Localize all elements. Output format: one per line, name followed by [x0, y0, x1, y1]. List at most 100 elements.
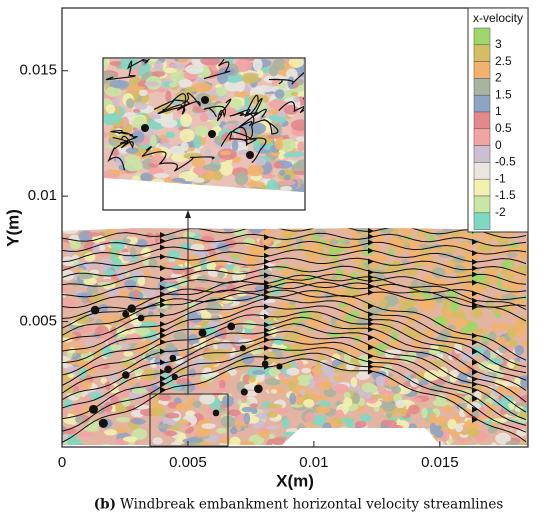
inset-blob: [126, 86, 145, 91]
contour-blob: [304, 412, 315, 423]
inset-blob: [125, 123, 133, 134]
vortex-dot: [141, 124, 149, 132]
inset-streamline: [229, 94, 263, 117]
contour-blob: [328, 247, 344, 253]
y-tick-label: 0.015: [19, 62, 57, 79]
contour-blob: [408, 423, 418, 433]
contour-blob: [227, 409, 241, 417]
contour-blob: [243, 412, 251, 425]
contour-blob: [78, 432, 94, 438]
contour-blob: [311, 235, 321, 241]
contour-blob: [217, 270, 225, 279]
vortex-dot: [239, 345, 247, 352]
inset-blob: [193, 136, 202, 149]
contour-blob: [247, 259, 257, 270]
contour-blob: [322, 422, 332, 433]
contour-blob: [199, 393, 215, 405]
vortex-dot: [198, 329, 207, 337]
inset-blob: [287, 76, 296, 90]
contour-blob: [464, 419, 480, 431]
vortex-dot: [208, 130, 216, 138]
contour-blob: [484, 245, 494, 252]
contour-blob: [379, 228, 394, 234]
inset-blob: [268, 99, 288, 110]
contour-blob: [330, 316, 340, 327]
inset-blob: [169, 145, 185, 155]
inset-blob: [109, 79, 130, 89]
legend-label: 1: [495, 104, 502, 118]
contour-blob: [306, 228, 315, 239]
contour-blob: [441, 299, 449, 305]
streamline: [62, 228, 527, 242]
streamline: [62, 240, 527, 263]
contour-blob: [247, 268, 260, 281]
legend-label: -1: [495, 171, 506, 185]
inset-blob: [268, 64, 279, 77]
contour-blob: [254, 285, 265, 294]
contour-blob: [440, 240, 448, 250]
caption-text: Windbreak embankment horizontal velocity…: [120, 497, 503, 513]
contour-blob: [520, 394, 528, 404]
contour-blob: [123, 351, 134, 357]
streamline-arrow: [472, 416, 478, 423]
contour-blob: [456, 442, 471, 445]
contour-blob: [131, 428, 148, 440]
contour-blob: [266, 403, 283, 409]
contour-blob: [295, 359, 304, 371]
inset-blob: [254, 157, 267, 166]
contour-blob: [387, 378, 399, 387]
streamline-arrow: [368, 289, 374, 296]
contour-blob: [434, 429, 444, 439]
contour-blob: [406, 442, 415, 445]
contour-blob: [481, 333, 490, 344]
streamline: [62, 273, 527, 298]
contour-blob: [315, 438, 329, 445]
inset-blob: [104, 131, 108, 138]
contour-blob: [74, 415, 85, 424]
inset-blob: [251, 122, 267, 134]
inset-blob: [131, 175, 141, 181]
contour-blob: [139, 379, 153, 389]
contour-blob: [494, 246, 504, 256]
contour-blob: [157, 308, 167, 314]
contour-blob: [283, 228, 293, 230]
contour-blob: [329, 432, 337, 443]
contour-blob: [149, 406, 166, 417]
contour-blob: [202, 228, 214, 231]
contour-blob: [62, 337, 73, 343]
contour-blob: [420, 228, 428, 230]
inset-blob: [151, 71, 166, 77]
contour-blob: [311, 366, 324, 375]
contour-blob: [391, 385, 401, 394]
contour-blob: [355, 372, 370, 380]
contour-blob: [348, 310, 361, 319]
inset-blob: [256, 69, 264, 78]
contour-blob: [293, 327, 300, 333]
inset-blob: [212, 171, 223, 181]
contour-blob: [116, 269, 127, 280]
streamline-arrow: [472, 381, 478, 388]
contour-blob: [382, 401, 396, 412]
contour-blob: [268, 433, 276, 439]
contour-blob: [350, 376, 358, 388]
contour-blob: [129, 247, 137, 259]
contour-blob: [77, 273, 93, 280]
contour-blob: [188, 232, 196, 237]
inset-blob: [283, 153, 291, 158]
vortex-dot: [122, 371, 130, 379]
contour-blob: [184, 429, 193, 434]
contour-blob: [268, 367, 281, 377]
contour-blob: [98, 304, 109, 313]
contour-blob: [203, 349, 220, 361]
vortex-dot: [122, 310, 130, 318]
contour-blob: [76, 292, 92, 299]
contour-blob: [425, 328, 433, 337]
inset-blob: [191, 82, 212, 93]
inset-blob: [104, 59, 109, 72]
contour-blob: [184, 385, 191, 397]
contour-blob: [466, 321, 478, 331]
vortex-dot: [169, 354, 177, 362]
contour-blob: [117, 290, 130, 298]
contour-blob: [299, 389, 306, 396]
